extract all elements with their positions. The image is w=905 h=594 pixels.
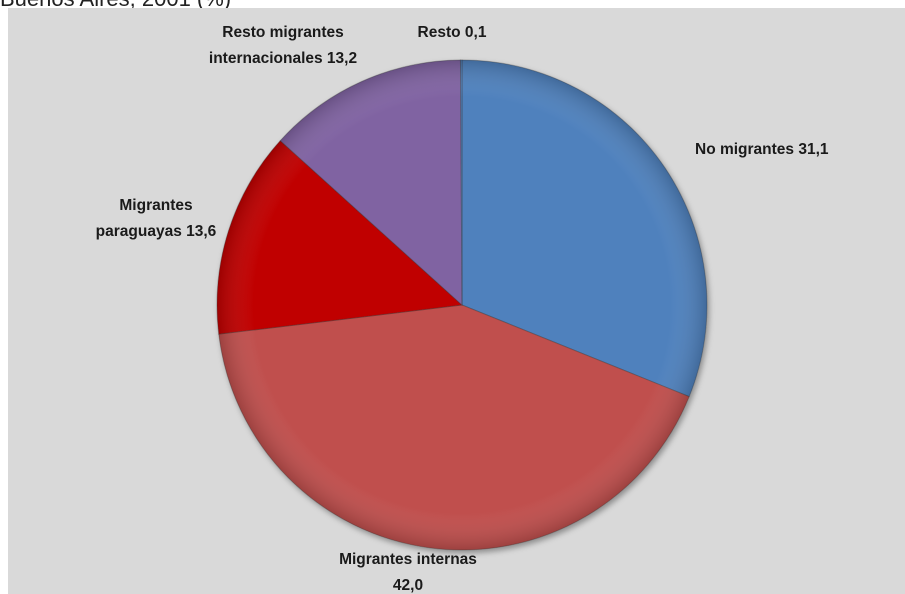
slice-label-line: Migrantes internas: [339, 551, 477, 568]
slice-label-line: Resto 0,1: [418, 24, 487, 41]
slice-label-resto-migrantes-internacionales: Resto migrantes internacionales 13,2: [209, 24, 357, 67]
slice-label-line: No migrantes 31,1: [695, 141, 829, 158]
slice-label-line: internacionales 13,2: [209, 50, 357, 67]
slice-label-line: Migrantes: [119, 197, 192, 214]
chart-caption: Buenos Aires, 2001 (%): [0, 0, 231, 12]
slice-label-no-migrantes: No migrantes 31,1: [695, 141, 829, 158]
slice-label-line: Resto migrantes: [222, 24, 343, 41]
plot-area: No migrantes 31,1 Migrantes internas 42,0 M…: [8, 8, 905, 594]
slice-label-migrantes-paraguayas: Migrantes paraguayas 13,6: [96, 197, 217, 240]
slice-label-line: paraguayas 13,6: [96, 223, 217, 240]
pie-slices: [216, 59, 708, 551]
slice-label-line: 42,0: [393, 577, 423, 594]
slice-label-migrantes-internas: Migrantes internas 42,0: [339, 551, 477, 594]
slice-label-resto: Resto 0,1: [418, 24, 487, 41]
